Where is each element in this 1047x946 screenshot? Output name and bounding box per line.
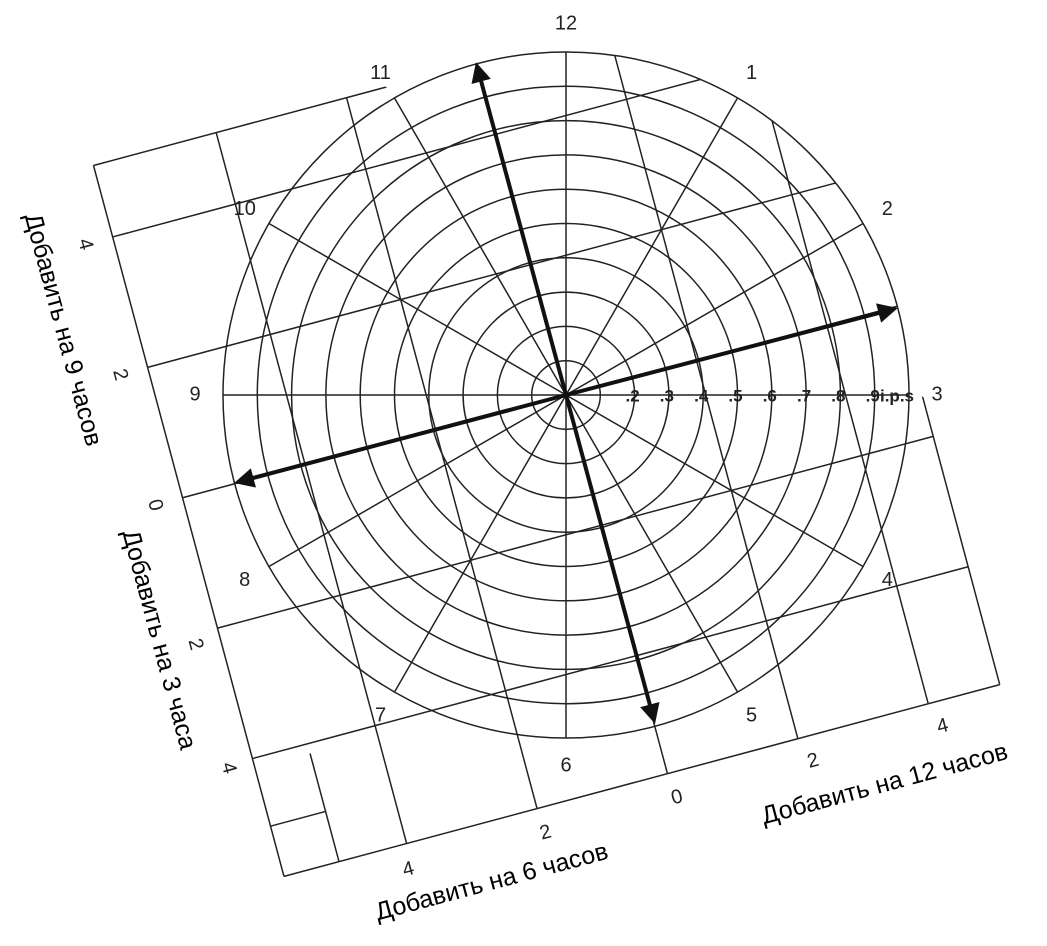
ring-label: .8 bbox=[831, 386, 845, 405]
side-label: Добавить на 12 часов bbox=[758, 737, 1010, 830]
ring-label: .6 bbox=[763, 386, 777, 405]
grid-line bbox=[92, 165, 285, 877]
radial-line bbox=[393, 97, 567, 396]
grid-line bbox=[112, 44, 829, 238]
scale-label: 4 bbox=[934, 714, 950, 738]
ring-label: .5 bbox=[728, 386, 742, 405]
polar-grid bbox=[222, 51, 910, 739]
arrow bbox=[234, 393, 567, 488]
radial-line bbox=[565, 394, 739, 693]
hour-label: 12 bbox=[555, 12, 577, 34]
radial-line bbox=[565, 97, 739, 396]
grid-line bbox=[270, 810, 326, 827]
hour-label: 10 bbox=[234, 198, 256, 220]
scale-label: 4 bbox=[73, 236, 97, 252]
arrow bbox=[471, 62, 568, 396]
hour-label: 11 bbox=[370, 62, 391, 84]
grid-line bbox=[737, 0, 929, 704]
hour-label: 1 bbox=[746, 62, 757, 84]
radial-line bbox=[565, 222, 864, 396]
ring-label: .7 bbox=[797, 386, 811, 405]
hour-label: 2 bbox=[882, 198, 893, 220]
hour-label: 9 bbox=[189, 383, 200, 405]
scale-label: 2 bbox=[108, 366, 132, 382]
arrows bbox=[234, 62, 898, 724]
grid-line bbox=[309, 753, 340, 862]
radial-line bbox=[393, 394, 567, 693]
arrow bbox=[564, 394, 660, 724]
grid-line bbox=[252, 566, 969, 760]
radial-line bbox=[565, 394, 864, 568]
ring-label: .2 bbox=[626, 386, 640, 405]
radial-line bbox=[268, 222, 567, 396]
scale-label: 4 bbox=[400, 857, 416, 881]
scale-label: 2 bbox=[537, 820, 553, 844]
side-label: Добавить на 6 часов bbox=[372, 837, 611, 926]
radial-line bbox=[268, 394, 567, 568]
hour-label: 7 bbox=[375, 705, 386, 727]
grid-line bbox=[93, 0, 810, 167]
scale-label: 0 bbox=[143, 497, 167, 513]
ring-label: .4 bbox=[694, 386, 709, 405]
hour-label: 8 bbox=[239, 569, 250, 591]
ring-label: i.p.s bbox=[880, 386, 914, 405]
scale-label: 2 bbox=[184, 636, 208, 652]
scale-label: 2 bbox=[805, 749, 821, 773]
arrow bbox=[565, 303, 898, 397]
hour-label: 6 bbox=[560, 754, 571, 776]
ring-label: .9 bbox=[866, 386, 880, 405]
scale-label: 0 bbox=[669, 785, 685, 809]
hour-label: 5 bbox=[746, 705, 757, 727]
scale-label: 4 bbox=[217, 760, 241, 776]
grid-line bbox=[215, 132, 408, 844]
grid bbox=[92, 0, 1001, 878]
hour-label: 3 bbox=[931, 383, 942, 405]
grid-line bbox=[283, 683, 1000, 878]
ring-label: .3 bbox=[660, 386, 674, 405]
hour-label: 4 bbox=[882, 569, 893, 591]
